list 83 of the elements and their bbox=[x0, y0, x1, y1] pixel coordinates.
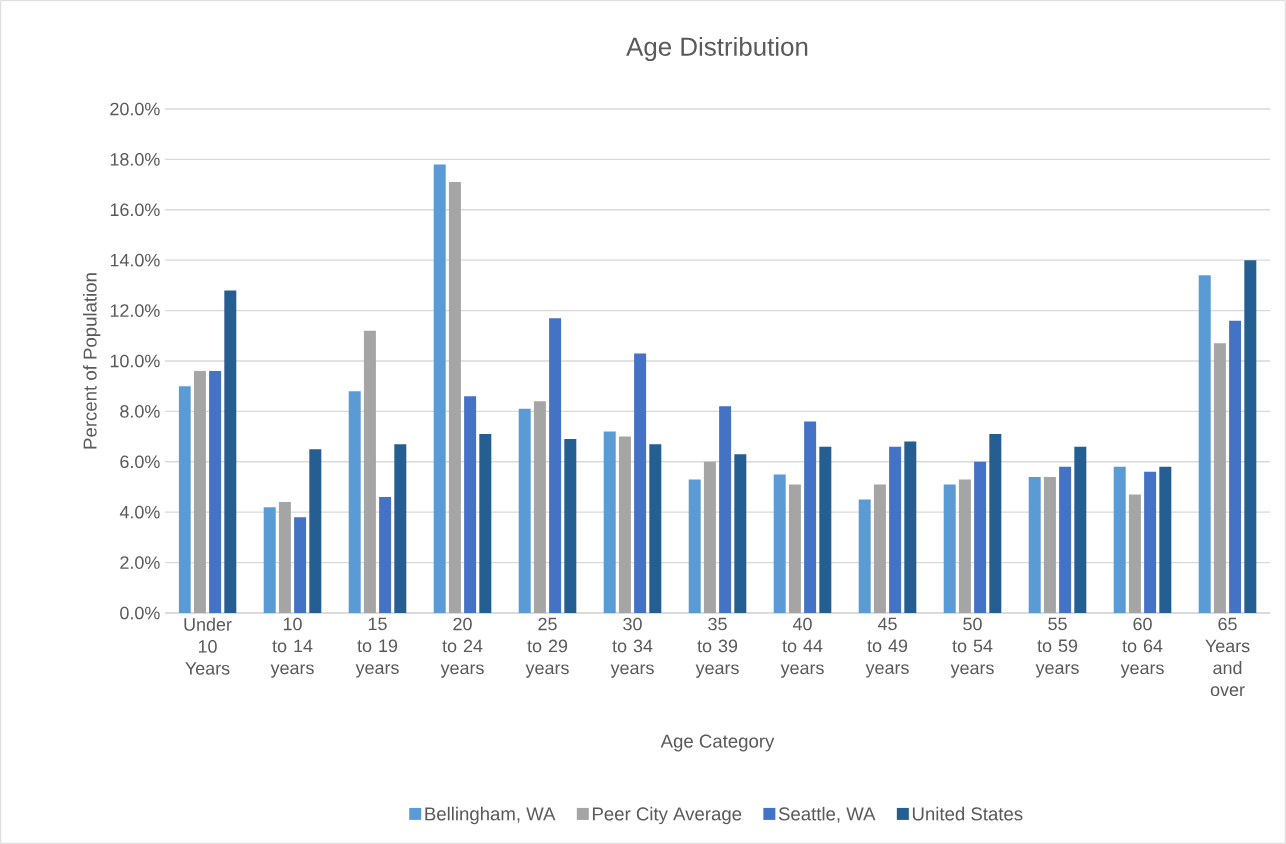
legend-label: Peer City Average bbox=[592, 806, 742, 825]
bar bbox=[1028, 476, 1041, 613]
bar bbox=[209, 371, 222, 613]
bar bbox=[1244, 260, 1257, 613]
bar bbox=[773, 474, 786, 613]
x-tick-label: 60 to 64 years bbox=[1120, 617, 1164, 678]
y-tick-label: 6.0% bbox=[120, 455, 160, 469]
bar bbox=[989, 434, 1002, 613]
bar bbox=[263, 507, 276, 613]
bar bbox=[1159, 466, 1172, 613]
legend-label: Seattle, WA bbox=[778, 806, 876, 823]
y-tick-label: 18.0% bbox=[110, 153, 160, 166]
x-tick-label: 65 Years and over bbox=[1205, 617, 1250, 697]
bar bbox=[1043, 476, 1056, 613]
bar bbox=[819, 446, 832, 613]
bar bbox=[224, 290, 237, 613]
bar bbox=[433, 164, 446, 613]
y-tick-label: 12.0% bbox=[110, 304, 160, 317]
x-tick-label: 45 to 49 years bbox=[865, 617, 909, 678]
bar bbox=[564, 439, 577, 613]
bar bbox=[1144, 471, 1157, 613]
bar bbox=[889, 446, 902, 613]
bar bbox=[943, 484, 956, 613]
bar bbox=[1074, 446, 1087, 613]
bar bbox=[379, 497, 392, 613]
y-tick-label: 14.0% bbox=[110, 253, 160, 267]
bar bbox=[788, 484, 801, 613]
bar bbox=[1213, 343, 1226, 613]
x-tick-label: 15 to 19 years bbox=[355, 617, 399, 678]
bar bbox=[873, 484, 886, 613]
bar bbox=[533, 401, 546, 613]
y-tick-label: 4.0% bbox=[119, 505, 160, 519]
bar bbox=[603, 431, 616, 613]
x-tick-label: Under 10 Years bbox=[184, 617, 232, 675]
bar bbox=[703, 461, 716, 613]
bar bbox=[634, 353, 647, 613]
bar bbox=[518, 408, 531, 613]
y-tick-label: 10.0% bbox=[110, 354, 160, 368]
x-tick-label: 50 to 54 years bbox=[950, 617, 994, 678]
bar bbox=[178, 386, 191, 613]
x-tick-label: 55 to 59 years bbox=[1035, 617, 1079, 678]
bar bbox=[734, 454, 747, 613]
bar bbox=[1198, 275, 1211, 613]
bar bbox=[294, 517, 307, 613]
x-tick-label: 35 to 39 years bbox=[695, 617, 739, 678]
x-tick-label: 25 to 29 years bbox=[525, 617, 569, 678]
bar bbox=[974, 461, 987, 613]
x-tick-label: 10 to 14 years bbox=[270, 617, 314, 678]
bar bbox=[719, 406, 732, 613]
bar bbox=[549, 318, 562, 613]
x-tick-label: 40 to 44 years bbox=[780, 617, 824, 678]
bar bbox=[1059, 466, 1072, 613]
x-tick-label: 30 to 34 years bbox=[610, 617, 654, 678]
bar bbox=[618, 436, 631, 613]
legend-label: United States bbox=[912, 806, 1023, 821]
bar bbox=[193, 371, 206, 613]
bar bbox=[688, 479, 701, 613]
y-tick-label: 20.0% bbox=[110, 102, 160, 116]
bar bbox=[363, 330, 376, 613]
x-tick-label: 20 to 24 years bbox=[440, 617, 484, 678]
y-tick-label: 16.0% bbox=[110, 203, 160, 217]
bar bbox=[904, 441, 917, 613]
bar bbox=[309, 449, 322, 613]
bar bbox=[394, 444, 407, 613]
x-axis-title: Age Category bbox=[660, 734, 775, 752]
legend-label: Bellingham, WA bbox=[425, 806, 556, 825]
bar bbox=[1113, 466, 1126, 613]
y-tick-label: 0.0% bbox=[120, 606, 160, 620]
y-axis-title: Percent of Population bbox=[83, 273, 101, 449]
y-tick-label: 2.0% bbox=[120, 556, 160, 569]
bar bbox=[958, 479, 971, 613]
bar bbox=[479, 434, 492, 613]
bar bbox=[1229, 320, 1242, 613]
chart-title: Age Distribution bbox=[626, 36, 808, 62]
bar bbox=[1128, 494, 1141, 613]
y-tick-label: 8.0% bbox=[120, 405, 160, 418]
bar bbox=[278, 502, 291, 613]
bar bbox=[448, 182, 461, 613]
bar bbox=[649, 444, 662, 613]
bar bbox=[348, 391, 361, 613]
bar bbox=[464, 396, 477, 613]
bar bbox=[804, 421, 817, 613]
bar bbox=[858, 499, 871, 613]
